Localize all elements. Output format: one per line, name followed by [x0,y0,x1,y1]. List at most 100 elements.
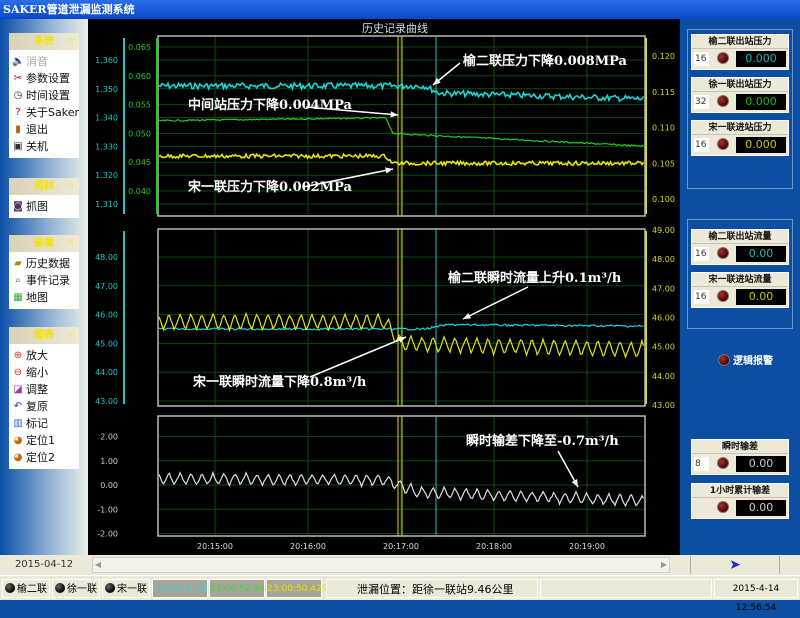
group-header[interactable]: 系统 ☆ [9,33,79,50]
sidebar-item[interactable]: ◷ 时间设置 [9,87,79,104]
sidebar-item[interactable]: ◪ 调整 [9,381,79,398]
group-header[interactable]: 资料 ☆ [9,178,79,195]
y-tick-label: 1.330 [95,142,118,151]
help-icon: ? [15,106,21,118]
date-box[interactable]: 2015-04-12 [14,559,74,570]
y-tick-label: 0.110 [652,124,675,133]
timestamp-text: 23:01:11.581 [153,584,214,594]
sidebar-item[interactable]: ◕ 定位2 [9,449,79,466]
alarm-label: 逻辑报警 [733,356,773,367]
status-empty-pane [540,579,712,598]
status-datetime: 2015-4-14 12:56:54 [714,579,798,613]
x-tick-label: 20:15:00 [197,542,233,551]
sidebar-item-label: 放大 [26,349,48,362]
gauge-card: 1小时累计输差 0.00 [691,483,789,519]
sidebar-item[interactable]: ⌕ 事件记录 [9,272,79,289]
collapse-chevron-icon[interactable]: ☆ [66,36,75,46]
station-indicator[interactable]: 徐一联 [52,579,100,598]
status-led-icon [717,501,729,513]
collapse-chevron-icon[interactable]: ☆ [66,238,75,248]
y-tick-label: 1.360 [95,56,118,65]
clock-icon: ◷ [13,89,23,101]
station-indicator[interactable]: 榆二联 [2,579,50,598]
sidebar-item-label: 缩小 [26,366,48,379]
y-tick-label: 48.00 [95,253,118,262]
undo-icon: ↶ [13,400,23,412]
gauge-value: 0.00 [736,246,786,262]
station-label: 榆二联 [17,584,47,595]
timestamp-text: 23:00:52.498 [210,584,271,594]
sidebar-item-label: 调整 [26,383,48,396]
sidebar-item-label: 参数设置 [26,72,70,85]
sidebar-item-label: 标记 [26,417,48,430]
y-tick-label: 0.065 [128,43,151,52]
scroll-left-icon[interactable]: ◀ [94,560,102,569]
collapse-chevron-icon[interactable]: ☆ [66,181,75,191]
sidebar-item-label: 关于Saker [26,106,79,119]
history-chart-area[interactable]: 历史记录曲线 1.310 1.320 1.330 1.340 1.350 1.360 0.04… [88,19,680,555]
logic-alarm[interactable]: 逻辑报警 [718,352,773,367]
channel-number[interactable]: 32 [694,95,709,109]
sidebar-item[interactable]: ▦ 地图 [9,289,79,306]
arrowhead-icon [433,77,441,85]
x-tick-label: 20:17:00 [383,542,419,551]
channel-number[interactable]: 16 [694,290,709,304]
y-tick-label: 46.00 [95,311,118,320]
y-tick-label: 1.00 [100,457,118,466]
station-indicator[interactable]: 宋一联 [102,579,150,598]
annotation-arrow [302,168,394,188]
group-header[interactable]: 图表 ☆ [9,327,79,344]
sidebar-item[interactable]: ⊕ 放大 [9,347,79,364]
channel-number[interactable]: 16 [694,138,709,152]
sidebar-item[interactable]: ✂ 参数设置 [9,70,79,87]
magnifier-icon: ⌕ [15,274,21,286]
channel-number[interactable]: 16 [694,247,709,261]
computer-icon: ▣ [13,140,23,152]
scroll-right-icon[interactable]: ▶ [660,560,668,569]
gauge-card: 榆二联出站压力 16 0.000 [691,34,789,70]
sidebar-group-3: 图表 ☆ ⊕ 放大 ⊖ 缩小 ◪ 调整 ↶ 复原 ▥ 标记 ◕ 定位1 ◕ 定位2 [9,327,79,469]
timestamp-text: 23:00:50.429 [267,584,328,594]
sidebar-item[interactable]: ↶ 复原 [9,398,79,415]
annotation-text: 榆二联瞬时流量上升0.1m³/h [448,270,622,286]
time-scrollbar[interactable]: ◀ ▶ [92,557,670,573]
sidebar-item[interactable]: ▥ 标记 [9,415,79,432]
sidebar-item[interactable]: ? 关于Saker [9,104,79,121]
channel-number[interactable]: 16 [694,52,709,66]
camera-icon: ◙ [13,200,23,212]
sidebar-item[interactable]: ▰ 历史数据 [9,255,79,272]
annotation-text: 宋一联压力下降0.002MPa [187,179,353,195]
gauge-value: 0.000 [736,51,786,67]
sidebar-item[interactable]: ⊖ 缩小 [9,364,79,381]
gauge-value: 0.00 [736,289,786,305]
sidebar-item[interactable]: ◕ 定位1 [9,432,79,449]
alarm-led-icon [718,353,730,366]
y-tick-label: 0.050 [128,129,151,138]
group-header[interactable]: 查看 ☆ [9,235,79,252]
collapse-chevron-icon[interactable]: ☆ [66,330,75,340]
sidebar-item-label: 事件记录 [26,274,70,287]
chart-title: 历史记录曲线 [362,21,428,35]
sidebar-item[interactable]: ▮ 退出 [9,121,79,138]
gauge-title: 徐一联出站压力 [692,78,788,92]
sidebar-item[interactable]: ▣ 关机 [9,138,79,155]
y-tick-label: 1.310 [95,200,118,209]
history-chart[interactable]: 历史记录曲线 1.310 1.320 1.330 1.340 1.350 1.360 0.04… [88,19,680,555]
channel-number[interactable]: 8 [694,457,709,471]
station-label: 徐一联 [67,584,97,595]
tools-icon: ✂ [13,72,23,84]
play-button[interactable]: ➤ [690,556,780,574]
sidebar-group-2: 查看 ☆ ▰ 历史数据 ⌕ 事件记录 ▦ 地图 [9,235,79,309]
sidebar-item-label: 时间设置 [26,89,70,102]
y-tick-label: 2.00 [100,433,118,442]
annotation-arrow [462,286,529,320]
annotation-arrow [305,106,399,116]
sidebar-item[interactable]: 🔈 消音 [9,53,79,70]
sidebar-item[interactable]: ◙ 抓图 [9,198,79,215]
title-bar: SAKER管道泄漏监测系统 [0,0,800,19]
gauge-value: 0.000 [736,94,786,110]
gauge-card: 徐一联出站压力 32 0.000 [691,77,789,113]
arrowhead-icon [398,336,406,343]
y-tick-label: 44.00 [95,368,118,377]
status-led-icon [717,95,729,107]
